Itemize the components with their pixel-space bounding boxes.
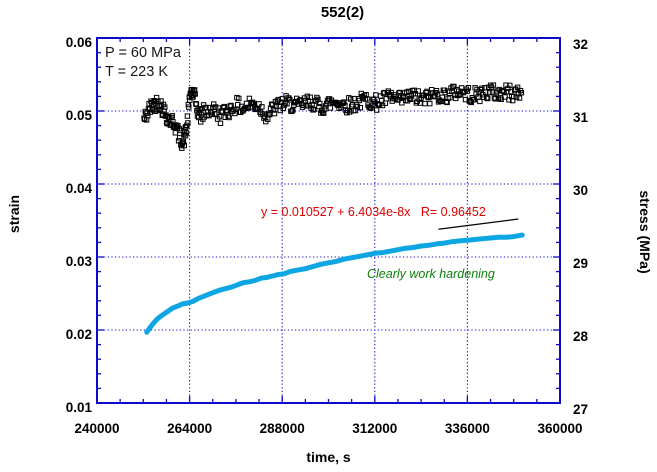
svg-text:0.01: 0.01 bbox=[66, 400, 93, 415]
svg-text:31: 31 bbox=[573, 110, 589, 125]
svg-text:30: 30 bbox=[573, 183, 588, 198]
svg-text:28: 28 bbox=[573, 329, 589, 344]
fit-line bbox=[438, 218, 519, 230]
chart-title: 552(2) bbox=[320, 4, 365, 21]
left-y-axis-label: strain bbox=[6, 194, 22, 234]
svg-text:264000: 264000 bbox=[167, 421, 212, 436]
svg-text:240000: 240000 bbox=[74, 421, 119, 436]
right-y-axis-label: stress (MPa) bbox=[637, 190, 653, 274]
conditions-annotation: P = 60 MPa T = 223 K bbox=[105, 44, 181, 82]
x-axis-label: time, s bbox=[306, 449, 351, 465]
temperature-annotation: T = 223 K bbox=[105, 64, 169, 80]
svg-text:0.05: 0.05 bbox=[66, 108, 93, 123]
svg-text:336000: 336000 bbox=[445, 421, 490, 436]
svg-text:32: 32 bbox=[573, 37, 588, 52]
stress-series bbox=[141, 82, 525, 151]
plot-frame bbox=[96, 37, 561, 404]
grid bbox=[97, 38, 560, 403]
svg-text:27: 27 bbox=[573, 402, 588, 417]
svg-text:0.02: 0.02 bbox=[66, 327, 92, 342]
fit-equation-annotation: y = 0.010527 + 6.4034e-8x R= 0.96452 bbox=[261, 205, 486, 219]
svg-text:312000: 312000 bbox=[352, 421, 397, 436]
svg-text:288000: 288000 bbox=[260, 421, 305, 436]
svg-text:0.06: 0.06 bbox=[66, 35, 93, 50]
work-hardening-annotation: Clearly work hardening bbox=[367, 267, 495, 281]
svg-text:360000: 360000 bbox=[537, 421, 582, 436]
pressure-annotation: P = 60 MPa bbox=[105, 45, 181, 61]
svg-text:0.04: 0.04 bbox=[66, 181, 93, 196]
svg-text:29: 29 bbox=[573, 256, 588, 271]
svg-text:0.03: 0.03 bbox=[66, 254, 93, 269]
tick-labels: 240000 264000 288000 312000 336000 360000 0.01… bbox=[66, 35, 589, 436]
strain-series bbox=[144, 232, 525, 335]
